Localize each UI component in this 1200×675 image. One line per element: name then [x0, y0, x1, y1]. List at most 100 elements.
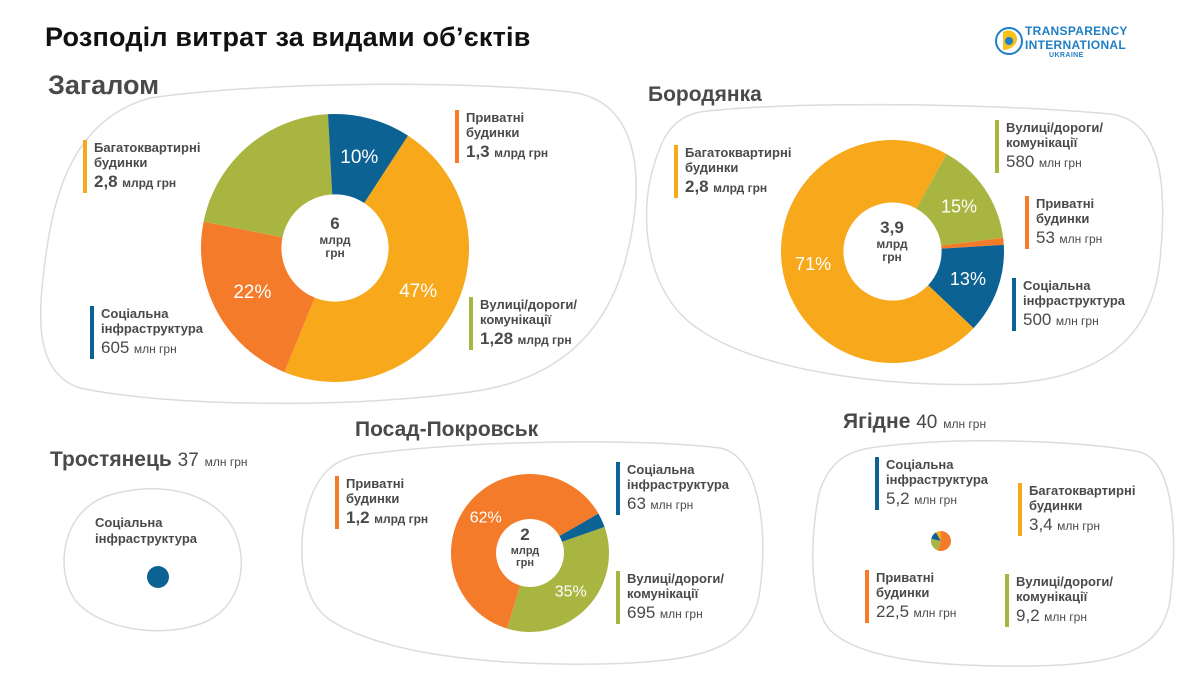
- label-yagidne-private: Приватні будинки 22,5 млн грн: [865, 570, 956, 623]
- label-value: 2,8: [94, 171, 118, 191]
- label-name: Вулиці/дороги/: [627, 571, 725, 586]
- section-title-trostyanets: Тростянець 37 млн грн: [50, 448, 248, 472]
- pie-slice-соціальна-інфраструктура: [147, 566, 169, 588]
- blob-total: [39, 83, 637, 405]
- label-unit: млн грн: [133, 341, 177, 356]
- center-total-unit2: грн: [325, 246, 345, 261]
- label-yagidne-streets: Вулиці/дороги/ комунікації 9,2 млн грн: [1005, 574, 1113, 627]
- label-name: Вулиці/дороги/: [1016, 574, 1114, 589]
- pie-slice-вулиці-дороги-комунікації: [203, 114, 333, 238]
- label-value: 1,3: [466, 141, 490, 161]
- label-value: 63: [627, 493, 646, 513]
- label-value: 22,5: [876, 601, 910, 621]
- section-title-posad: Посад-Покровськ: [355, 418, 539, 441]
- label-unit: млн грн: [659, 606, 703, 621]
- pie-slice-багатоквартирні-будинки: [284, 135, 469, 382]
- label-total-multi: Багатоквартирні будинки 2,8 млрд грн: [83, 140, 200, 193]
- label-value: 1,28: [480, 328, 514, 348]
- slice-percent-label: 35%: [555, 584, 587, 601]
- pie-slice-багатоквартирні-будинки: [935, 531, 941, 541]
- label-name: Приватні: [1036, 196, 1095, 211]
- label-unit: млн грн: [1059, 231, 1103, 246]
- slice-percent-label: 10%: [340, 147, 378, 168]
- label-value: 9,2: [1016, 605, 1040, 625]
- label-name: Соціальна: [886, 457, 954, 472]
- center-total: 6 млрд грн: [285, 214, 385, 261]
- logo-line2: INTERNATIONAL: [1025, 38, 1127, 52]
- slice-percent-label: 71%: [795, 254, 831, 274]
- trostyanets-total-unit: млн грн: [204, 455, 248, 469]
- label-name: Вулиці/дороги/: [1006, 120, 1104, 135]
- label-name: будинки: [685, 160, 739, 176]
- label-unit: млн грн: [650, 497, 694, 512]
- blob-borodyanka: [645, 103, 1164, 386]
- center-borodyanka: 3,9 млрд грн: [852, 218, 932, 265]
- label-unit: млрд грн: [122, 175, 177, 190]
- label-unit: млрд грн: [374, 511, 429, 526]
- label-posad-streets: Вулиці/дороги/ комунікації 695 млн грн: [616, 571, 724, 624]
- label-posad-private: Приватні будинки 1,2 млрд грн: [335, 476, 428, 529]
- label-name: комунікації: [1016, 589, 1088, 605]
- label-unit: млн грн: [1038, 155, 1082, 170]
- trostyanets-total-num: 37: [177, 450, 199, 471]
- pie-slice-приватні-будинки: [941, 237, 1004, 249]
- pie-chart-trostyanets: [147, 566, 169, 588]
- label-name: будинки: [466, 125, 520, 141]
- center-posad-unit1: млрд: [510, 544, 540, 557]
- pie-slice-соціальна-інфраструктура: [928, 244, 1004, 329]
- slice-percent-label: 62%: [470, 509, 502, 526]
- label-name: будинки: [1036, 211, 1090, 227]
- label-unit: млрд грн: [494, 145, 549, 160]
- label-value: 500: [1023, 309, 1052, 329]
- pie-slice-соціальна-інфраструктура: [931, 532, 941, 541]
- pie-slice-приватні-будинки: [451, 474, 599, 629]
- label-value: 1,2: [346, 507, 370, 527]
- label-yagidne-social: Соціальна інфраструктура 5,2 млн грн: [875, 457, 988, 510]
- label-name: будинки: [1029, 498, 1083, 514]
- blob-posad: [301, 441, 764, 665]
- pie-slice-приватні-будинки: [937, 531, 951, 551]
- pie-slice-приватні-будинки: [200, 221, 315, 373]
- label-borodyanka-multi: Багатоквартирні будинки 2,8 млрд грн: [674, 145, 791, 198]
- logo-line3: UKRAINE: [1049, 52, 1084, 59]
- label-name: Багатоквартирні: [94, 140, 201, 155]
- slice-percent-label: 22%: [233, 282, 271, 303]
- pie-slice-соціальна-інфраструктура: [559, 513, 605, 542]
- label-unit: млрд грн: [713, 180, 768, 195]
- label-borodyanka-streets: Вулиці/дороги/ комунікації 580 млн грн: [995, 120, 1103, 173]
- label-value: 3,4: [1029, 514, 1053, 534]
- label-unit: млрд грн: [517, 332, 572, 347]
- donut-chart-borodyanka: 15% 13% 71%: [781, 140, 1004, 363]
- label-name: будинки: [94, 155, 148, 171]
- label-name: інфраструктура: [886, 472, 989, 488]
- label-name: Багатоквартирні: [685, 145, 792, 160]
- label-name: інфраструктура: [101, 321, 204, 337]
- label-name: Багатоквартирні: [1029, 483, 1136, 498]
- label-value: 605: [101, 337, 130, 357]
- page-title: Розподіл витрат за видами обʼєктів: [45, 22, 531, 52]
- label-name: Вулиці/дороги/: [480, 297, 578, 312]
- trostyanets-title: Тростянець: [50, 448, 172, 471]
- label-unit: млн грн: [913, 605, 957, 620]
- label-total-social: Соціальна інфраструктура 605 млн грн: [90, 306, 203, 359]
- pie-slice-багатоквартирні-будинки: [781, 140, 974, 363]
- label-unit: млн грн: [1057, 518, 1100, 533]
- label-name: Соціальна: [101, 306, 169, 321]
- center-borodyanka-unit2: грн: [882, 250, 902, 265]
- yagidne-title: Ягідне: [843, 410, 911, 433]
- label-name: Соціальна: [1023, 278, 1091, 293]
- pie-chart-yagidne: [931, 531, 951, 551]
- label-total-private: Приватні будинки 1,3 млрд грн: [455, 110, 548, 163]
- label-value: 695: [627, 602, 656, 622]
- label-name: Приватні: [466, 110, 525, 125]
- pie-slice-вулиці-дороги-комунікації: [507, 527, 609, 632]
- center-borodyanka-value: 3,9: [880, 218, 904, 237]
- label-name: Приватні: [346, 476, 405, 491]
- logo-line1: TRANSPARENCY: [1025, 24, 1128, 38]
- label-value: 5,2: [886, 488, 910, 508]
- label-trostyanets-social: Соціальна інфраструктура: [95, 515, 197, 546]
- label-name: Приватні: [876, 570, 935, 585]
- label-name: комунікації: [480, 312, 552, 328]
- label-name: комунікації: [1006, 135, 1078, 151]
